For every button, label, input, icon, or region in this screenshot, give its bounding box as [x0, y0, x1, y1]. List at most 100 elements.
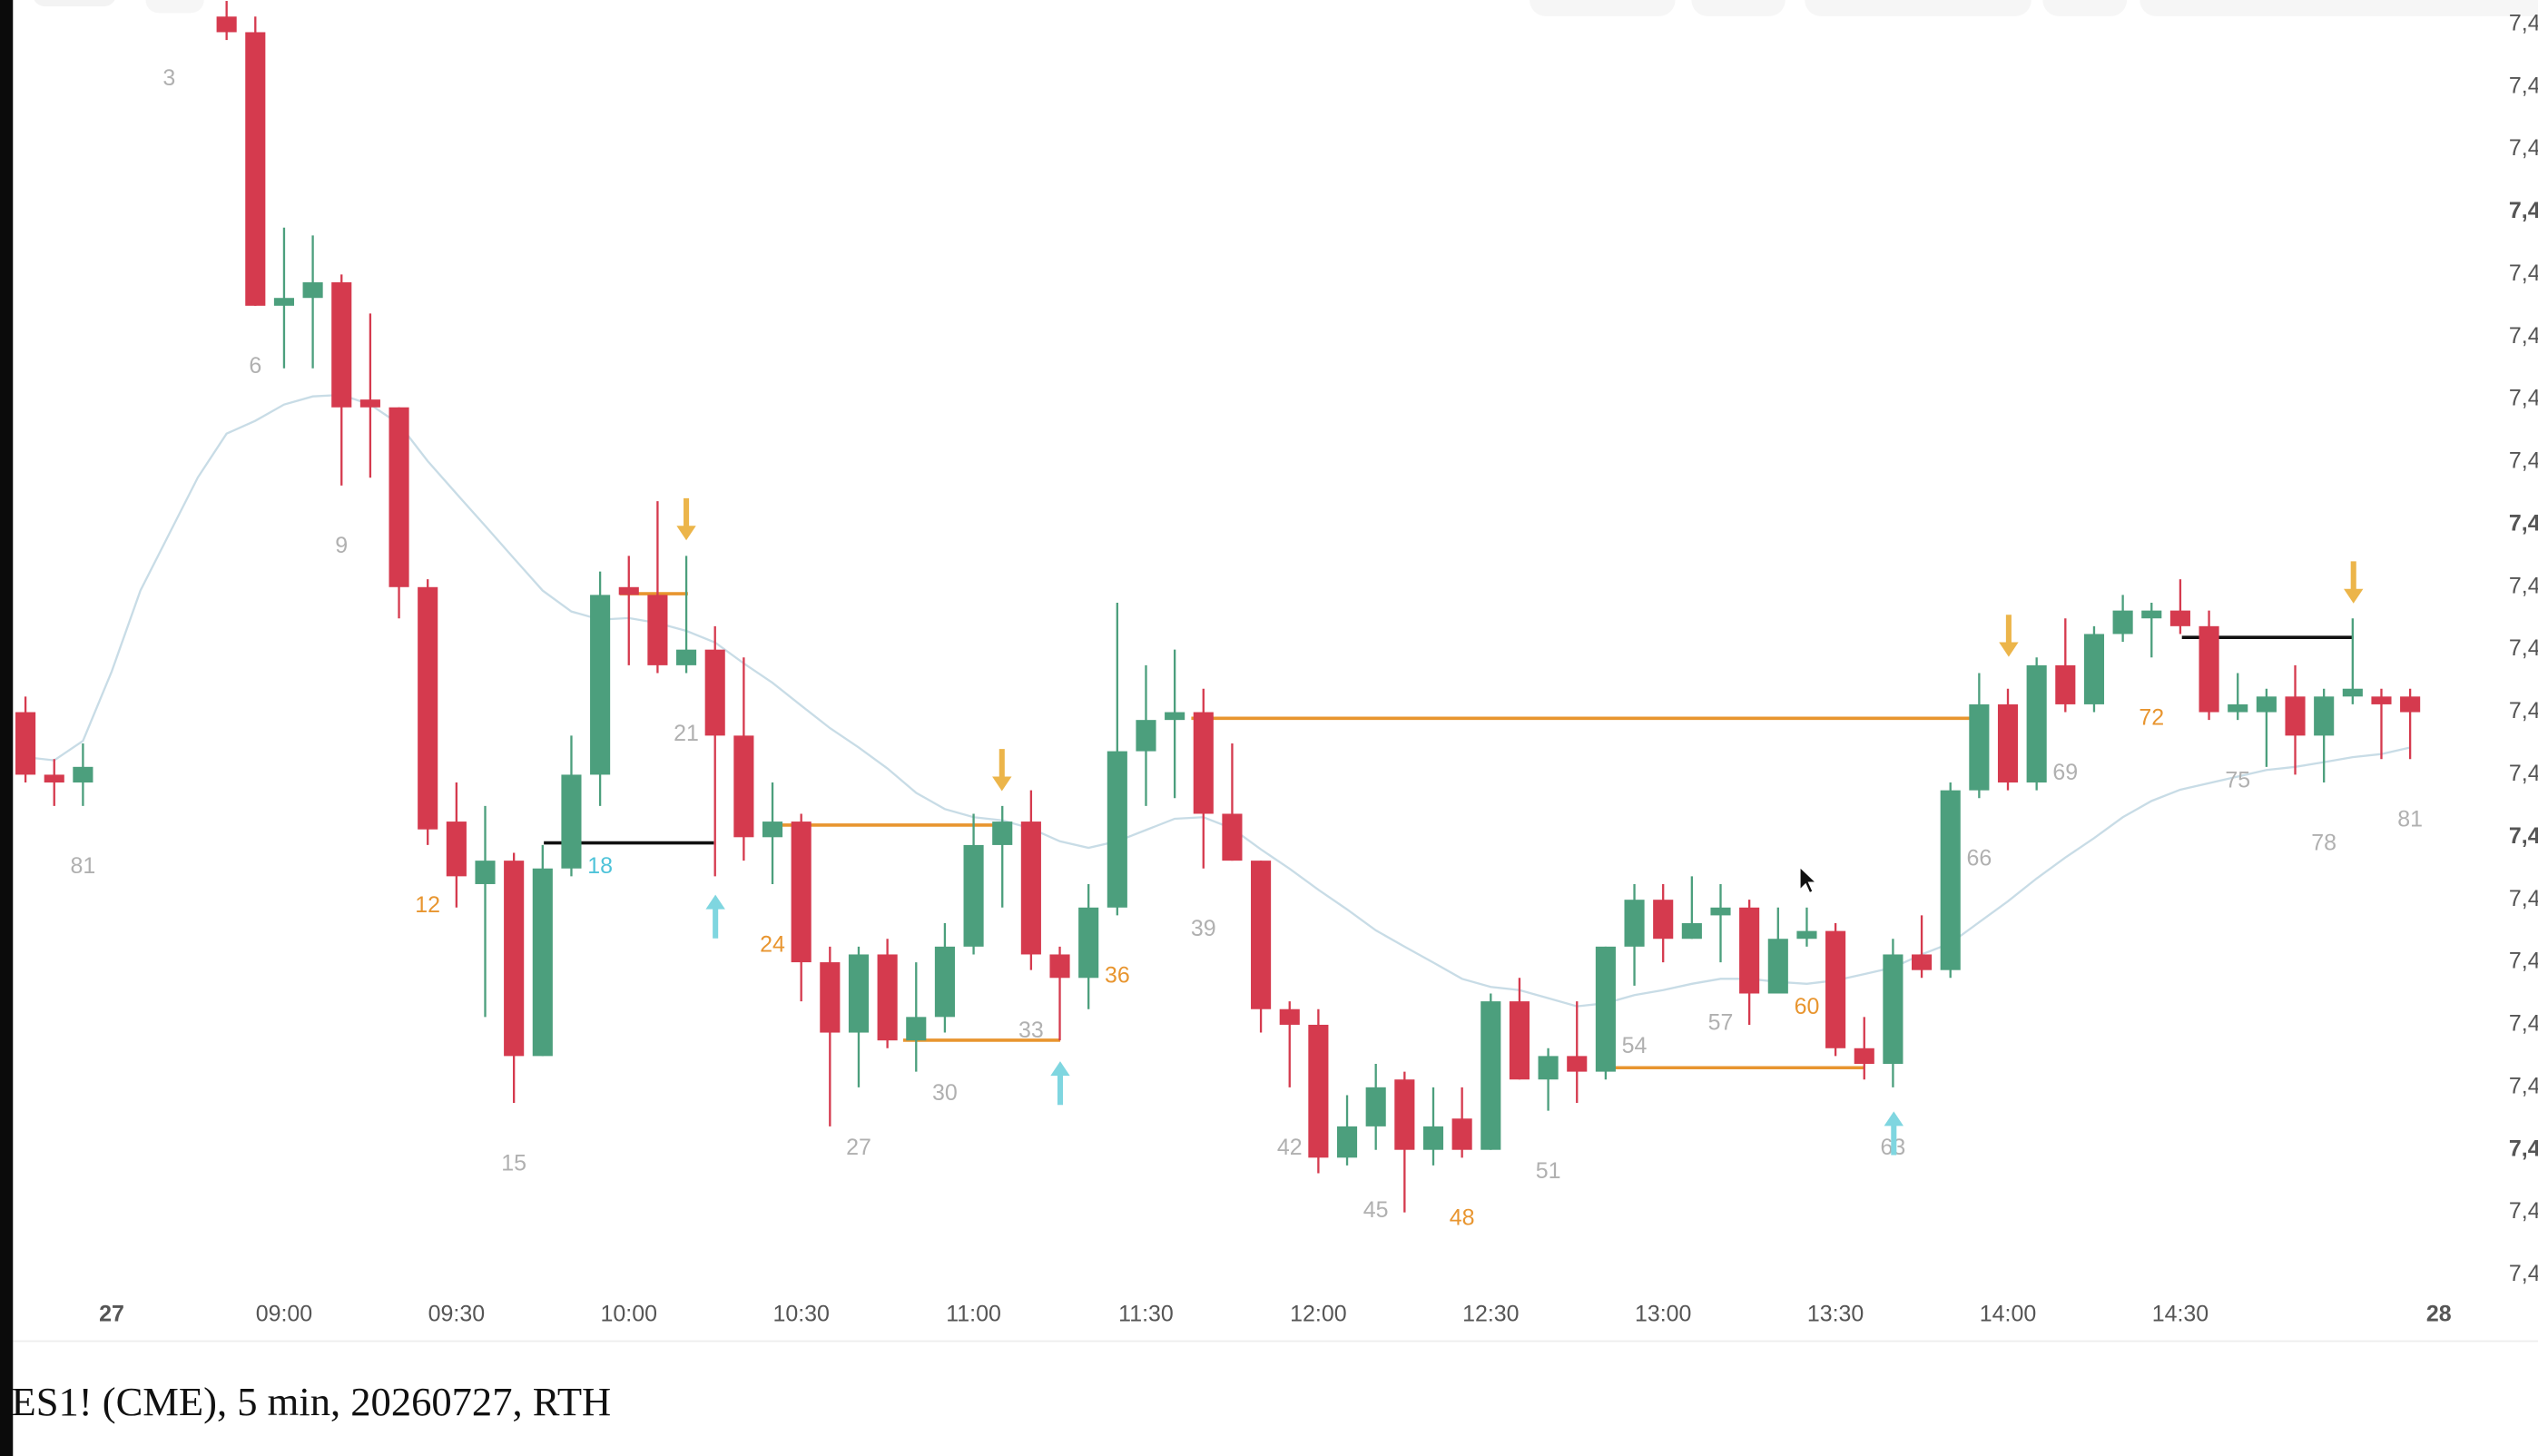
- candle-body: [820, 962, 841, 1033]
- candle-body: [302, 281, 323, 299]
- x-tick-label: 12:00: [1290, 1302, 1346, 1327]
- bar-number: 75: [2225, 767, 2250, 792]
- toolbar-button[interactable]: [2042, 0, 2128, 16]
- bar-number: 33: [1018, 1018, 1044, 1043]
- candle-body: [1940, 790, 1961, 970]
- candle-body: [1710, 907, 1731, 916]
- bar-number: 24: [760, 931, 785, 957]
- x-tick-label: 28: [2426, 1302, 2452, 1327]
- candle-body: [1509, 1001, 1530, 1080]
- x-tick-label: 13:00: [1635, 1302, 1691, 1327]
- toolbar-button[interactable]: [1530, 0, 1676, 16]
- candle-body: [1365, 1087, 1386, 1126]
- bar-number: 6: [249, 353, 261, 379]
- candle-body: [504, 861, 525, 1057]
- bar-number: 57: [1708, 1009, 1734, 1035]
- candle-body: [733, 735, 754, 838]
- candle-body: [1222, 813, 1243, 861]
- bar-number: 39: [1191, 916, 1216, 941]
- candle-body: [1595, 946, 1616, 1072]
- candle-body: [532, 868, 553, 1057]
- bar-number: 60: [1795, 994, 1820, 1019]
- signal-arrow-head: [2344, 588, 2364, 604]
- y-tick-label: 7,4: [2509, 1198, 2538, 1224]
- candle-body: [590, 595, 611, 775]
- x-tick-label: 09:00: [256, 1302, 312, 1327]
- candle-body: [1049, 954, 1070, 979]
- candle-body: [934, 946, 955, 1018]
- candle-body: [359, 399, 380, 408]
- signal-arrow-head: [1884, 1111, 1904, 1126]
- candle-body: [2199, 625, 2219, 713]
- candle-body: [1997, 703, 2019, 783]
- bar-number: 42: [1277, 1135, 1303, 1160]
- candle-body: [1767, 939, 1788, 994]
- candle-body: [1136, 720, 1156, 752]
- candle-body: [561, 774, 582, 869]
- mouse-cursor: [1799, 865, 1818, 894]
- x-tick-label: 11:30: [1118, 1302, 1174, 1327]
- candle-body: [2285, 696, 2306, 736]
- x-tick-label: 14:00: [1980, 1302, 2036, 1327]
- bar-number: 36: [1105, 963, 1130, 989]
- y-tick-label: 7,4: [2509, 573, 2538, 598]
- candle-body: [1165, 712, 1185, 721]
- bar-number: 12: [415, 892, 440, 918]
- toolbar-button[interactable]: [33, 0, 117, 7]
- toolbar-button[interactable]: [1805, 0, 2031, 16]
- x-tick-label: 10:30: [772, 1302, 829, 1327]
- y-tick-label: 7,4: [2509, 949, 2538, 974]
- candle-body: [1624, 900, 1645, 947]
- candle-body: [618, 586, 639, 595]
- x-tick-label: 09:30: [428, 1302, 485, 1327]
- x-tick-label: 11:00: [946, 1302, 1001, 1327]
- candle-body: [2256, 696, 2277, 713]
- toolbar-button[interactable]: [1691, 0, 1785, 16]
- y-tick-label: 7,4: [2509, 448, 2538, 474]
- x-tick-label: 14:30: [2152, 1302, 2208, 1327]
- bar-number: 54: [1622, 1033, 1648, 1058]
- candle-body: [446, 821, 467, 877]
- y-tick-label: 7,4: [2509, 73, 2538, 98]
- candle-body: [1538, 1056, 1559, 1080]
- candle-body: [1336, 1126, 1358, 1158]
- ema-line: [25, 393, 2411, 1008]
- candle-body: [2400, 696, 2421, 713]
- candle-body: [1883, 954, 1904, 1064]
- candle-body: [1854, 1048, 1874, 1064]
- candle-body: [331, 281, 352, 408]
- y-tick-label: 7,4: [2509, 261, 2538, 286]
- candle-body: [2314, 696, 2335, 736]
- candle-body: [647, 595, 668, 665]
- bar-number: 21: [674, 721, 699, 746]
- y-tick-label: 7,4: [2509, 886, 2538, 911]
- candle-body: [1020, 821, 1041, 955]
- y-tick-label: 7,4: [2509, 323, 2538, 349]
- toolbar-button[interactable]: [145, 0, 204, 14]
- candle-body: [1422, 1126, 1444, 1150]
- bar-number: 69: [2052, 760, 2078, 785]
- y-tick-label: 7,4: [2509, 386, 2538, 411]
- x-tick-label: 13:30: [1807, 1302, 1864, 1327]
- bar-number: 30: [932, 1080, 958, 1106]
- bar-number: 27: [846, 1135, 871, 1160]
- candle-body: [273, 298, 295, 306]
- x-tick-label: 10:00: [601, 1302, 657, 1327]
- candle-body: [475, 861, 496, 884]
- signal-arrow-head: [1999, 642, 2019, 657]
- candle-body: [1193, 712, 1214, 814]
- bar-number: 81: [2397, 807, 2423, 832]
- candle-body: [245, 32, 266, 306]
- candle-body: [1107, 751, 1127, 908]
- bar-number: 3: [162, 65, 175, 91]
- bar-number: 45: [1363, 1197, 1389, 1223]
- bar-number: 78: [2311, 830, 2336, 855]
- candle-body: [2371, 696, 2392, 704]
- candle-body: [216, 16, 237, 33]
- candle-body: [1078, 907, 1099, 979]
- bar-number: 81: [71, 853, 96, 879]
- y-tick-label: 7,4: [2509, 1011, 2538, 1037]
- candle-body: [1796, 930, 1817, 940]
- toolbar: [33, 0, 2538, 16]
- toolbar-button[interactable]: [2140, 0, 2538, 16]
